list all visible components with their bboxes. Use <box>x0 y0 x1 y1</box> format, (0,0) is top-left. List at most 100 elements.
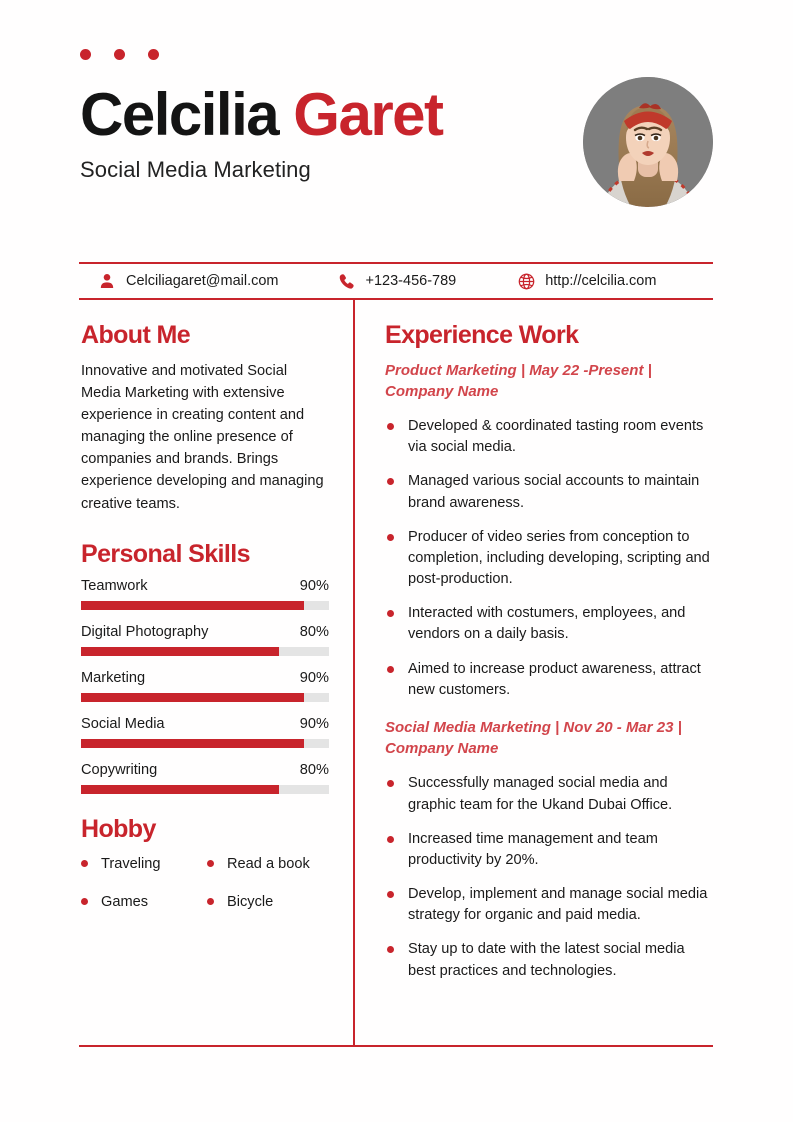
contact-email[interactable]: Celciliagaret@mail.com <box>97 271 279 291</box>
dot-icon <box>148 49 159 60</box>
skill-head: Teamwork 90% <box>81 578 329 594</box>
bullet-icon <box>387 835 394 843</box>
hobby-label: Traveling <box>101 855 161 872</box>
experience-list: Product Marketing | May 22 -Present | Co… <box>385 360 715 982</box>
job-heading: Social Media Marketing | Nov 20 - Mar 23… <box>385 718 682 758</box>
skill-head: Copywriting 80% <box>81 762 329 778</box>
hobby-list: Traveling Read a book Games Bicycle <box>81 856 329 910</box>
skill-percent: 80% <box>299 762 329 779</box>
dot-icon <box>114 49 125 60</box>
skill-row: Teamwork 90% <box>81 578 329 611</box>
contact-phone-text: +123-456-789 <box>365 273 457 289</box>
skill-label: Teamwork <box>81 578 148 595</box>
job-bullet: Producer of video series from conception… <box>385 527 715 590</box>
job-bullet: Aimed to increase product awareness, att… <box>385 659 715 701</box>
bullet-icon <box>207 898 214 906</box>
skill-row: Digital Photography 80% <box>81 624 329 657</box>
dot-icon <box>80 49 91 60</box>
globe-icon <box>516 271 536 291</box>
bullet-icon <box>387 533 394 541</box>
hobby-label: Games <box>101 893 149 910</box>
job-bullet-text: Stay up to date with the latest social m… <box>408 941 685 979</box>
job-bullet-text: Aimed to increase product awareness, att… <box>408 660 701 698</box>
experience-job: Social Media Marketing | Nov 20 - Mar 23… <box>385 717 715 982</box>
skill-row: Copywriting 80% <box>81 762 329 795</box>
bullet-icon <box>387 946 394 954</box>
skill-progress-fill <box>81 601 305 611</box>
bullet-icon <box>81 860 88 868</box>
job-bullet: Managed various social accounts to maint… <box>385 471 715 513</box>
hobby-label: Bicycle <box>227 893 274 910</box>
about-section-text: Innovative and motivated Social Media Ma… <box>81 362 324 512</box>
decorative-dots <box>80 49 159 60</box>
skill-percent: 90% <box>299 716 329 733</box>
page-title: Celcilia Garet <box>80 85 720 145</box>
job-bullet-text: Interacted with costumers, employees, an… <box>408 605 686 643</box>
skill-percent: 90% <box>299 670 329 687</box>
hobby-label: Read a book <box>227 855 310 872</box>
skill-label: Copywriting <box>81 762 158 779</box>
bullet-icon <box>387 423 394 431</box>
skill-progress-fill <box>81 785 280 795</box>
skill-label: Social Media <box>81 716 165 733</box>
skill-label: Digital Photography <box>81 624 209 641</box>
skill-progress-fill <box>81 739 305 749</box>
experience-section-title: Experience Work <box>385 321 579 349</box>
job-bullet-text: Managed various social accounts to maint… <box>408 473 700 511</box>
bullet-icon <box>387 665 394 673</box>
person-icon <box>97 271 117 291</box>
skill-head: Digital Photography 80% <box>81 624 329 640</box>
job-bullet-text: Increased time management and team produ… <box>408 830 658 868</box>
skill-row: Marketing 90% <box>81 670 329 703</box>
contact-website-text: http://celcilia.com <box>545 273 657 289</box>
experience-job: Product Marketing | May 22 -Present | Co… <box>385 360 715 701</box>
skill-percent: 90% <box>299 578 329 595</box>
bullet-icon <box>387 891 394 899</box>
skills-section-title: Personal Skills <box>81 539 250 568</box>
contact-website[interactable]: http://celcilia.com <box>516 271 656 291</box>
hobby-item: Bicycle <box>207 894 329 910</box>
job-bullet: Stay up to date with the latest social m… <box>385 939 715 981</box>
skill-head: Marketing 90% <box>81 670 329 686</box>
last-name: Garet <box>293 81 444 148</box>
job-bullet: Developed & coordinated tasting room eve… <box>385 416 715 458</box>
right-column: Experience Work Product Marketing | May … <box>385 321 715 995</box>
phone-icon <box>337 271 357 291</box>
job-heading: Product Marketing | May 22 -Present | Co… <box>385 361 652 400</box>
hobby-section-title: Hobby <box>81 815 156 844</box>
job-role-subtitle: Social Media Marketing <box>80 157 311 182</box>
about-section-title: About Me <box>81 321 191 349</box>
bullet-icon <box>81 898 88 906</box>
skill-progress-fill <box>81 647 280 657</box>
skill-progress-track <box>81 601 329 611</box>
skill-head: Social Media 90% <box>81 716 329 732</box>
job-bullet-text: Producer of video series from conception… <box>408 528 710 588</box>
contact-phone[interactable]: +123-456-789 <box>337 271 457 291</box>
skill-progress-track <box>81 785 329 795</box>
contact-bar: Celciliagaret@mail.com +123-456-789 <box>79 262 713 300</box>
skill-row: Social Media 90% <box>81 716 329 749</box>
bullet-icon <box>387 478 394 486</box>
job-bullet: Interacted with costumers, employees, an… <box>385 603 715 645</box>
bottom-rule <box>79 1045 713 1047</box>
skill-label: Marketing <box>81 670 146 687</box>
skills-list: Teamwork 90% Digital Photography 80% Marketi… <box>81 578 329 795</box>
header: Celcilia Garet Social Media Marketing <box>80 85 720 225</box>
hobby-item: Games <box>81 894 207 910</box>
skill-percent: 80% <box>299 624 329 641</box>
skill-progress-track <box>81 693 329 703</box>
job-bullet: Increased time management and team produ… <box>385 829 715 871</box>
job-bullet-list: Successfully managed social media and gr… <box>385 773 715 981</box>
job-bullet-text: Develop, implement and manage social med… <box>408 886 708 924</box>
column-divider <box>353 300 355 1047</box>
job-bullet-list: Developed & coordinated tasting room eve… <box>385 416 715 701</box>
bullet-icon <box>387 780 394 788</box>
bullet-icon <box>387 610 394 618</box>
left-column: About Me Innovative and motivated Social… <box>81 321 329 910</box>
first-name: Celcilia <box>80 81 280 148</box>
job-bullet: Develop, implement and manage social med… <box>385 884 715 926</box>
portrait-photo-icon <box>583 77 713 207</box>
job-bullet: Successfully managed social media and gr… <box>385 773 715 815</box>
skill-progress-fill <box>81 693 305 703</box>
